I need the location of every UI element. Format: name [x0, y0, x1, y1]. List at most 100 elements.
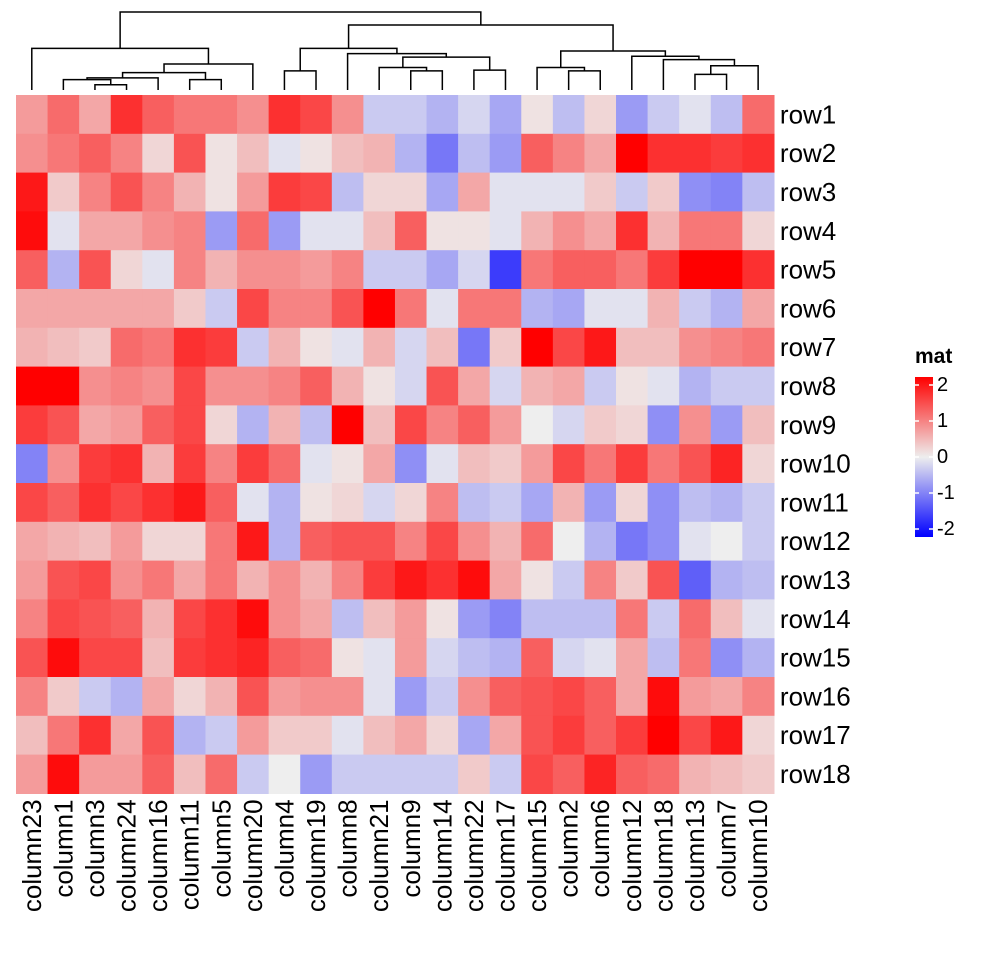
heatmap-cell	[521, 444, 554, 484]
heatmap-cell	[710, 250, 743, 290]
heatmap-cell	[521, 483, 554, 523]
heatmap-cell	[458, 521, 491, 562]
dendrogram-branch	[410, 70, 444, 90]
heatmap-cell	[268, 483, 301, 523]
heatmap-cell	[584, 327, 617, 368]
heatmap-cell	[173, 715, 207, 756]
heatmap-cell	[647, 444, 680, 484]
row-label: row10	[780, 449, 851, 479]
heatmap-cell	[426, 289, 459, 329]
heatmap-cell	[331, 172, 364, 212]
heatmap-cell	[426, 405, 459, 445]
heatmap-cell	[710, 521, 743, 562]
column-label: column10	[743, 799, 773, 912]
heatmap-cell	[142, 677, 175, 717]
heatmap-cell	[552, 250, 586, 290]
heatmap-cell	[584, 405, 617, 445]
heatmap-cell	[363, 677, 396, 717]
heatmap-cell	[679, 599, 712, 639]
heatmap-cell	[679, 638, 712, 678]
heatmap-cell	[47, 405, 80, 445]
heatmap-cell	[552, 366, 586, 406]
heatmap-cell	[552, 444, 586, 484]
heatmap-cell	[363, 95, 396, 135]
heatmap-cell	[679, 95, 712, 135]
heatmap-cell	[647, 289, 680, 329]
heatmap-cell	[521, 366, 554, 406]
heatmap-cell	[616, 327, 649, 368]
heatmap-cell	[584, 483, 617, 523]
heatmap-cell	[173, 289, 207, 329]
heatmap-cell	[647, 211, 680, 251]
heatmap-cell	[521, 677, 554, 717]
column-label: column5	[206, 799, 236, 897]
heatmap-cell	[394, 638, 428, 678]
heatmap-cell	[552, 560, 586, 600]
heatmap-cell	[47, 327, 80, 368]
heatmap-cell	[142, 172, 175, 212]
heatmap-cell	[489, 754, 522, 794]
heatmap-cell	[331, 405, 364, 445]
heatmap-cell	[616, 483, 649, 523]
heatmap-cell	[679, 250, 712, 290]
heatmap-cell	[300, 289, 333, 329]
heatmap-cell	[237, 250, 270, 290]
heatmap-cell	[363, 715, 396, 756]
heatmap-cell	[205, 521, 238, 562]
heatmap-cell	[142, 444, 175, 484]
heatmap-cell	[300, 327, 333, 368]
heatmap-cell	[489, 405, 522, 445]
heatmap-cell	[489, 444, 522, 484]
dendrogram-branch	[710, 64, 759, 90]
heatmap-cell	[458, 250, 491, 290]
heatmap-cell	[679, 715, 712, 756]
heatmap-cell	[47, 211, 80, 251]
heatmap-cell	[110, 715, 143, 756]
heatmap-cell	[394, 211, 428, 251]
heatmap-cell	[110, 444, 143, 484]
heatmap-cell	[552, 754, 586, 794]
heatmap-cell	[710, 444, 743, 484]
heatmap-cell	[205, 366, 238, 406]
heatmap-cell	[426, 211, 459, 251]
heatmap-cell	[710, 327, 743, 368]
heatmap-cell	[647, 366, 680, 406]
heatmap-cell	[710, 172, 743, 212]
heatmap-cell	[110, 366, 143, 406]
heatmap-cell	[237, 715, 270, 756]
heatmap-cell	[110, 211, 143, 251]
heatmap-cell	[142, 95, 175, 135]
heatmap-cell	[363, 754, 396, 794]
column-label: column9	[396, 799, 426, 897]
heatmap-cell	[426, 638, 459, 678]
heatmap-cell	[742, 211, 775, 251]
heatmap-cell	[47, 599, 80, 639]
heatmap-cell	[426, 560, 459, 600]
heatmap-cell	[331, 715, 364, 756]
heatmap-cell	[205, 483, 238, 523]
row-label: row7	[780, 332, 836, 362]
heatmap-cell	[742, 327, 775, 368]
column-label: column21	[364, 799, 394, 912]
heatmap-cell	[742, 754, 775, 794]
heatmap-cell	[489, 715, 522, 756]
legend-ticks: 2 1 0 -1 -2	[915, 374, 955, 540]
legend-title: mat	[915, 345, 952, 368]
heatmap-cell	[426, 95, 459, 135]
heatmap-cell	[16, 521, 49, 562]
heatmap-cell	[710, 715, 743, 756]
heatmap-cell	[268, 638, 301, 678]
heatmap-cell	[142, 599, 175, 639]
heatmap-cell	[647, 521, 680, 562]
heatmap-cell	[394, 327, 428, 368]
heatmap-cell	[142, 560, 175, 600]
heatmap-cell	[521, 560, 554, 600]
row-label: row8	[780, 371, 836, 401]
heatmap-cell	[79, 444, 112, 484]
heatmap-cell	[47, 95, 80, 135]
legend-tick-label: 0	[937, 446, 948, 468]
heatmap-cell	[552, 327, 586, 368]
heatmap-cell	[268, 715, 301, 756]
heatmap-cell	[237, 677, 270, 717]
heatmap-cell	[363, 133, 396, 174]
